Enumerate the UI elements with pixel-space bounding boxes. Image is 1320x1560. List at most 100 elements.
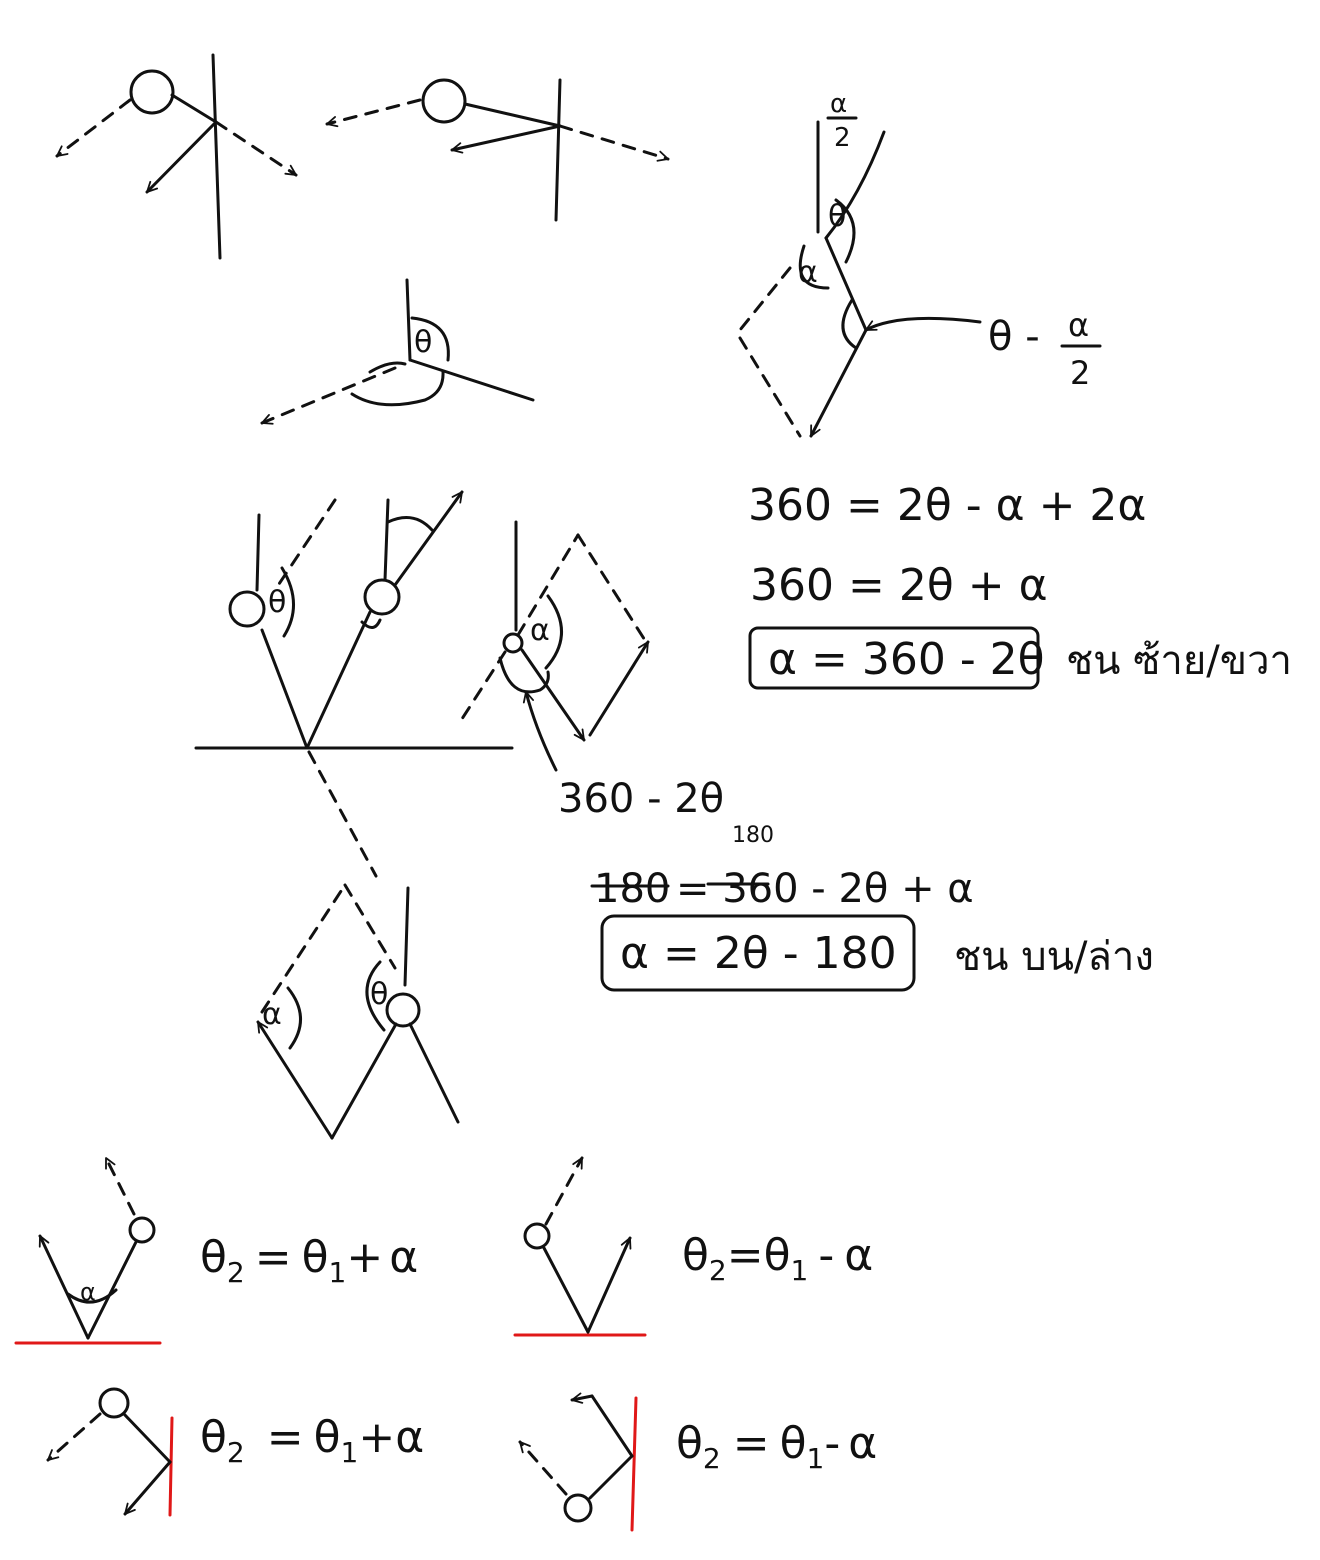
alpha-label: α xyxy=(798,255,818,290)
theta-arc xyxy=(365,960,386,1032)
note-top-bottom: ชน บน/ล่าง xyxy=(954,934,1154,980)
ball-right xyxy=(363,578,401,616)
reflected-arrow xyxy=(570,1392,594,1404)
equation-1: 360 = 2θ - α + 2α xyxy=(748,480,1146,531)
alpha-over-two-den: 2 xyxy=(834,123,851,153)
sketch-reflection-1 xyxy=(55,53,298,260)
alpha-label: α xyxy=(262,997,282,1032)
dashed-extension xyxy=(307,750,378,878)
ball xyxy=(421,78,467,124)
outgoing-arrow xyxy=(393,490,464,587)
dashed-direction xyxy=(518,1440,568,1496)
theta-minus-label: θ - xyxy=(988,314,1040,360)
ball xyxy=(98,1387,130,1419)
pointer-arrow xyxy=(522,690,558,772)
rule-4-theta2: θ2 = θ1- α xyxy=(676,1418,877,1475)
rule-floor-plus: α θ2 = θ1+ α xyxy=(14,1156,418,1345)
derivation-sides: 360 = 2θ - α + 2α 360 = 2θ + α α = 360 -… xyxy=(748,480,1292,690)
sketch-lower-v: θ α xyxy=(256,883,460,1140)
incoming-path xyxy=(463,102,562,128)
path-down xyxy=(86,1240,138,1340)
path-down xyxy=(260,628,309,750)
reference-line-left xyxy=(255,513,261,592)
dashed-left xyxy=(458,650,507,724)
path-right xyxy=(408,1022,460,1124)
wall-line xyxy=(554,78,562,222)
path-up-arrow xyxy=(586,1236,632,1334)
rule-2-theta2: θ2=θ1- α xyxy=(682,1230,873,1287)
path-up-arrow xyxy=(38,1234,90,1340)
struck-lhs: 180 xyxy=(594,866,670,912)
dashed-direction xyxy=(544,1156,584,1226)
small-arc xyxy=(841,298,858,350)
reflected-arrow xyxy=(450,124,562,154)
rule-wall-plus: θ2 = θ1+α xyxy=(46,1387,424,1517)
path-down xyxy=(330,1022,398,1140)
extension-arrow xyxy=(214,120,298,177)
boxed-equation-sides: α = 360 - 2θ xyxy=(768,634,1045,685)
side-wall xyxy=(630,1396,638,1532)
dashed-up xyxy=(516,533,580,637)
reflected-arrow xyxy=(809,328,868,438)
direction-arrow xyxy=(55,98,132,158)
rule-3-theta2: θ2 = θ1+α xyxy=(200,1412,424,1469)
path-up xyxy=(305,610,372,750)
path-down xyxy=(542,1246,590,1334)
dashed-direction xyxy=(46,1412,102,1462)
equation-3: = 360 - 2θ + α xyxy=(676,866,974,912)
heading-line xyxy=(408,358,535,402)
ball xyxy=(502,632,524,654)
answer-box-sides xyxy=(748,626,1040,690)
dashed-path-2 xyxy=(738,336,802,438)
sketch-wall-bounce: α 360 - 2θ xyxy=(458,520,724,822)
reflected-arrow xyxy=(145,120,218,194)
dashed-path xyxy=(738,266,792,332)
dashed-direction xyxy=(104,1156,136,1216)
incoming-path xyxy=(170,93,218,124)
curve-line xyxy=(824,130,886,240)
theta-arc xyxy=(280,566,295,638)
ball xyxy=(129,69,175,115)
ball-left xyxy=(228,590,266,628)
alpha-arc xyxy=(66,1288,118,1304)
incoming-path xyxy=(824,236,868,332)
alpha-label: α xyxy=(80,1278,96,1306)
sketch-theta-angle: θ xyxy=(260,278,535,425)
ball xyxy=(523,1222,551,1250)
half-alpha-den: 2 xyxy=(1070,354,1090,392)
side-wall xyxy=(168,1416,174,1517)
note-sides: ชน ซ้าย/ขวา xyxy=(1066,638,1292,684)
path-up-arrow xyxy=(256,1020,334,1140)
path-to-wall xyxy=(588,1454,634,1500)
ball xyxy=(128,1216,156,1244)
small-180: 180 xyxy=(732,823,774,848)
derivation-top-bottom: 180 180 = 360 - 2θ + α α = 2θ - 180 ชน บ… xyxy=(590,823,1154,992)
theta-arc xyxy=(834,198,856,264)
ball-tick xyxy=(360,618,382,629)
outer-arc-top xyxy=(368,361,407,374)
theta-label: θ xyxy=(414,325,432,360)
alpha-arc xyxy=(286,986,302,1050)
pointer-arrow xyxy=(864,316,982,332)
equation-2: 360 = 2θ + α xyxy=(750,560,1048,611)
alpha-over-two-num: α xyxy=(830,89,847,119)
half-alpha-num: α xyxy=(1068,306,1089,344)
dashed-direction-left xyxy=(273,498,337,592)
reflected-arrow xyxy=(123,1460,172,1516)
outer-arc xyxy=(350,370,445,407)
direction-arrow xyxy=(325,98,422,128)
path-to-wall xyxy=(122,1412,172,1464)
return-arrow xyxy=(588,640,650,737)
answer-box-top-bottom xyxy=(600,914,916,992)
direction-arrow xyxy=(260,366,397,425)
rule-floor-minus: θ2=θ1- α xyxy=(513,1156,873,1337)
rule-wall-minus: θ2 = θ1- α xyxy=(518,1392,877,1532)
alpha-label: α xyxy=(530,613,550,648)
theta-label: θ xyxy=(370,977,388,1012)
alpha-arc xyxy=(544,594,563,670)
theta-label: θ xyxy=(828,199,846,234)
angle-arc xyxy=(386,516,434,532)
sketch-floor-bounce: θ xyxy=(194,490,514,878)
reflected-path xyxy=(590,1394,634,1458)
